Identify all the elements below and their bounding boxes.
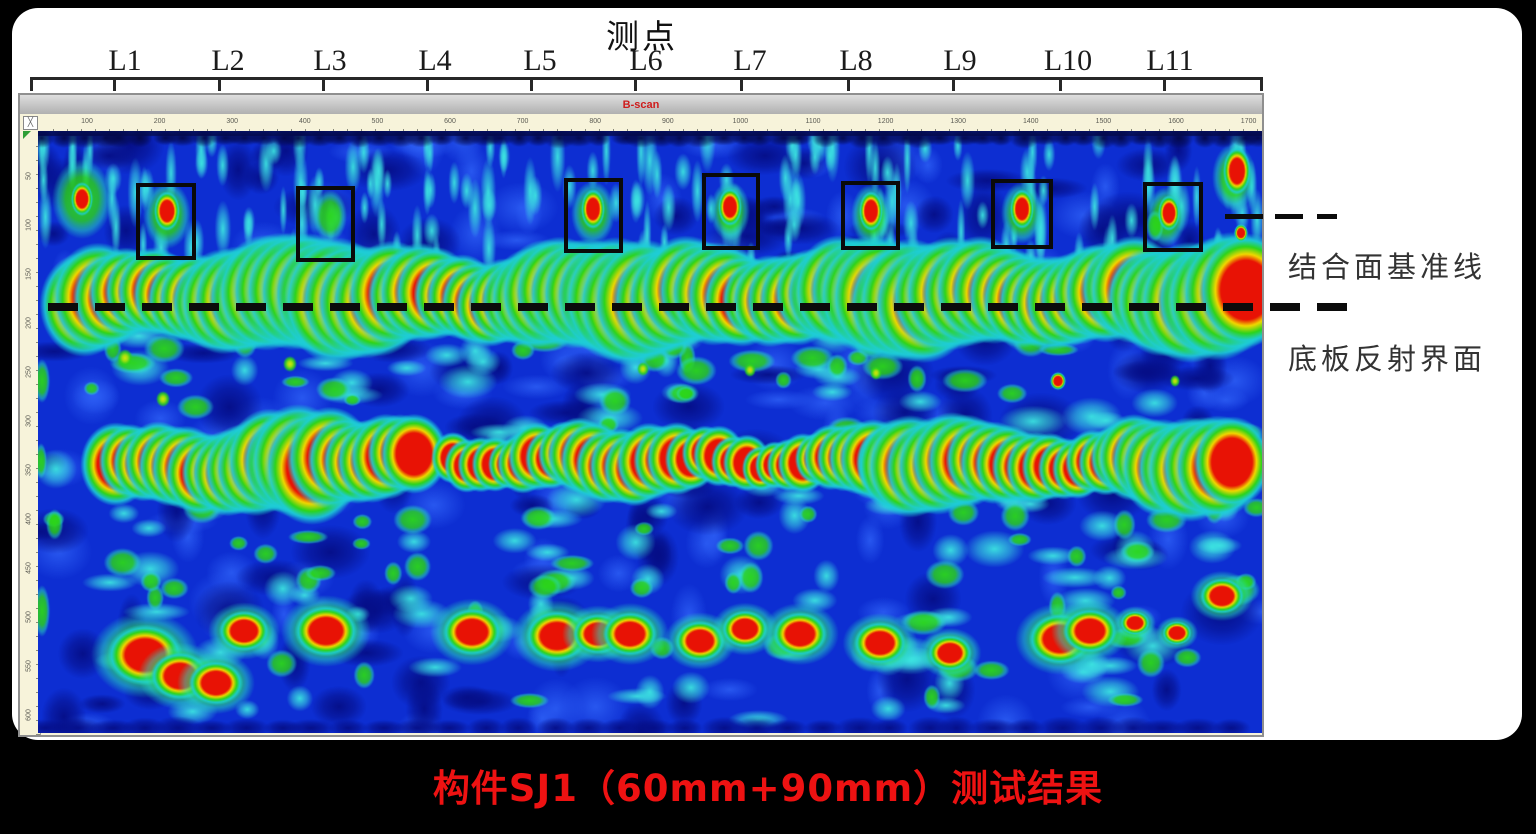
measurement-line-label: L8 [839, 44, 873, 77]
bracket-tick [218, 77, 221, 91]
h-ruler-tick-label: 100 [81, 118, 93, 125]
defect-marker-box [296, 186, 355, 262]
measurement-line-label: L3 [313, 44, 347, 77]
measurement-line-label: L10 [1043, 44, 1093, 77]
bottom-reflection-label: 底板反射界面 [1288, 344, 1487, 376]
cursor-arrow-icon [23, 131, 31, 139]
h-ruler-tick-label: 500 [371, 118, 384, 125]
measurement-line-label: L5 [523, 44, 557, 77]
v-ruler-tick-label: 400 [25, 513, 33, 525]
defect-marker-box [136, 183, 196, 260]
bracket-tick [740, 77, 743, 91]
ruler-corner-box: ╳ [20, 114, 41, 134]
measurement-line-label: L2 [211, 44, 245, 77]
bracket-tick [1163, 77, 1166, 91]
bracket-tick [113, 77, 116, 91]
v-ruler-tick-label: 350 [25, 464, 33, 476]
v-ruler-tick-label: 250 [25, 366, 33, 378]
h-ruler-tick-label: 200 [153, 118, 166, 125]
h-ruler-tick-label: 1700 [1240, 118, 1257, 125]
h-ruler-tick-label: 700 [516, 118, 529, 125]
resize-handle-icon: ╳ [23, 116, 38, 130]
measurement-line-label: L9 [943, 44, 977, 77]
bracket-tick [30, 77, 33, 91]
v-ruler-tick-label: 50 [25, 172, 33, 180]
bscan-titlebar: B-scan [20, 95, 1262, 115]
h-ruler-tick-label: 1300 [950, 118, 966, 125]
h-ruler-tick-label: 1600 [1168, 118, 1184, 125]
bracket-tick [530, 77, 533, 91]
v-ruler-tick-label: 500 [25, 611, 33, 623]
bracket-tick [1260, 77, 1263, 91]
bracket-tick [634, 77, 637, 91]
h-ruler-tick-label: 1500 [1095, 118, 1112, 125]
bond-reference-dashed-line [48, 303, 1348, 311]
vertical-ruler: 50 100 150 200 250 300 350 400 450 500 550 600 [20, 133, 41, 735]
measurement-bracket-line [30, 77, 1262, 80]
h-ruler-tick-label: 1200 [877, 118, 894, 125]
h-ruler-tick-label: 800 [589, 118, 602, 125]
h-ruler-tick-label: 600 [444, 118, 456, 125]
bracket-tick [426, 77, 429, 91]
v-ruler-tick-label: 200 [25, 317, 33, 329]
v-ruler-tick-label: 550 [25, 660, 33, 672]
measurement-line-label: L4 [418, 44, 452, 77]
h-ruler-tick-label: 900 [661, 118, 674, 125]
v-ruler-tick-label: 450 [25, 562, 33, 574]
v-ruler-tick-label: 100 [25, 219, 33, 231]
bracket-tick [322, 77, 325, 91]
measurement-line-label: L11 [1146, 44, 1194, 77]
figure-caption: 构件SJ1（60mm+90mm）测试结果 [432, 767, 1104, 810]
v-ruler-tick-label: 300 [25, 415, 33, 427]
h-ruler-tick-label: 300 [226, 118, 239, 125]
measurement-line-label: L6 [629, 44, 663, 77]
h-ruler-tick-label: 1100 [805, 118, 821, 125]
defect-marker-box [564, 178, 623, 253]
bracket-tick [1059, 77, 1062, 91]
bscan-title: B-scan [622, 99, 660, 111]
defect-marker-box [702, 173, 760, 250]
defect-marker-box [841, 181, 900, 250]
defect-marker-box [991, 179, 1053, 249]
measurement-line-label: L1 [108, 44, 142, 77]
bracket-tick [952, 77, 955, 91]
defect-marker-box [1143, 182, 1203, 252]
bond-reference-label: 结合面基准线 [1288, 252, 1487, 284]
h-ruler-tick-label: 1400 [1023, 118, 1039, 125]
bscan-heatmap-canvas [38, 131, 1262, 733]
h-ruler-tick-label: 400 [298, 118, 311, 125]
reference-line-leader-dash [1225, 214, 1337, 219]
v-ruler-tick-label: 600 [25, 709, 33, 721]
measurement-line-label: L7 [733, 44, 767, 77]
bracket-tick [847, 77, 850, 91]
h-ruler-tick-label: 1000 [732, 118, 749, 125]
measurement-points-title: 测点 [606, 20, 678, 56]
v-ruler-tick-label: 150 [25, 268, 33, 280]
